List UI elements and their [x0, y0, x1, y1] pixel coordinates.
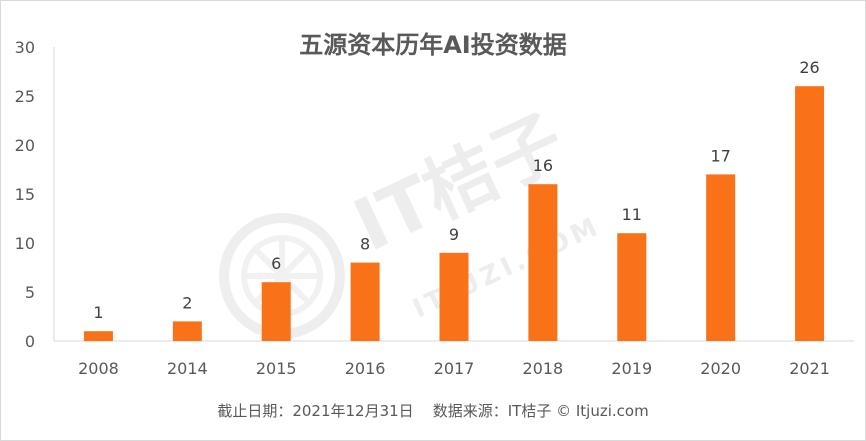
x-tick-label: 2008: [78, 359, 119, 378]
x-tick-label: 2021: [789, 359, 830, 378]
data-label: 1: [93, 303, 103, 322]
x-tick-label: 2017: [434, 359, 475, 378]
data-label: 17: [710, 146, 730, 165]
bars: [83, 86, 825, 341]
x-tick-label: 2019: [611, 359, 652, 378]
data-label: 9: [449, 225, 459, 244]
y-tick-label: 15: [15, 185, 35, 204]
x-tick-label: 2016: [345, 359, 386, 378]
chart-title: 五源资本历年AI投资数据: [299, 31, 567, 59]
bar: [439, 252, 469, 341]
y-tick-label: 0: [25, 332, 35, 351]
bar: [617, 233, 647, 341]
y-tick-label: 20: [15, 136, 35, 155]
y-tick-label: 10: [15, 234, 35, 253]
bar: [795, 86, 825, 341]
data-label: 6: [271, 254, 281, 273]
data-label: 8: [360, 235, 370, 254]
y-tick-labels: 0 5 10 15 20 25 30: [15, 38, 35, 351]
x-tick-label: 2018: [523, 359, 564, 378]
bar: [706, 174, 736, 341]
bar: [528, 184, 558, 341]
bar: [350, 262, 380, 341]
y-tick-label: 30: [15, 38, 35, 57]
x-tick-label: 2015: [256, 359, 297, 378]
x-tick-labels: 2008 2014 2015 2016 2017 2018 2019 2020 2021: [78, 359, 830, 378]
x-tick-label: 2020: [700, 359, 741, 378]
y-tick-label: 25: [15, 87, 35, 106]
y-tick-label: 5: [25, 283, 35, 302]
data-label: 16: [533, 156, 553, 175]
bar: [172, 321, 202, 341]
data-label: 11: [622, 205, 642, 224]
data-label: 26: [799, 58, 819, 77]
x-tick-label: 2014: [167, 359, 208, 378]
bar: [261, 282, 291, 341]
bar: [83, 331, 113, 341]
data-label: 2: [182, 293, 192, 312]
source-note: 截止日期：2021年12月31日 数据来源：IT桔子 © Itjuzi.com: [217, 402, 648, 420]
